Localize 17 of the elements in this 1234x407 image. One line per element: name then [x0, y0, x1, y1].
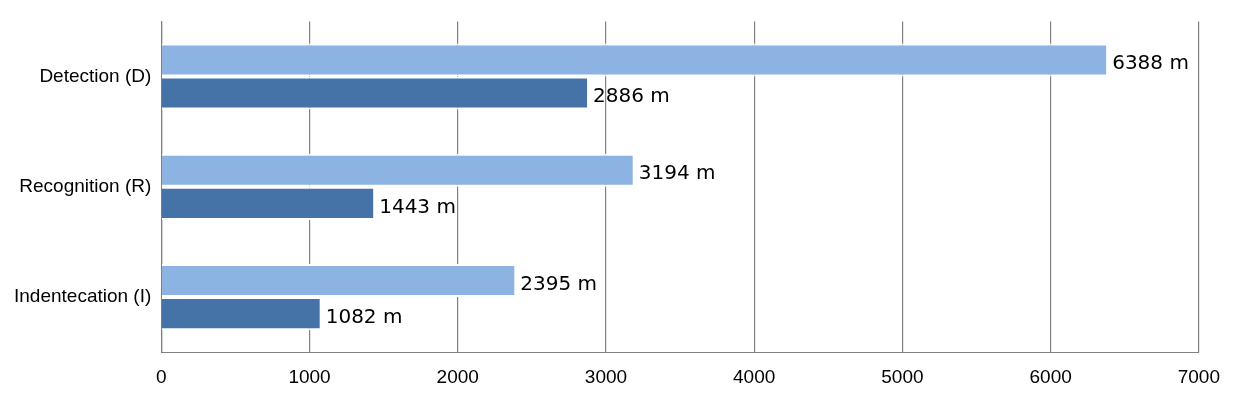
data-label: 6388 m [1112, 50, 1189, 75]
y-tick-label: Recognition (R) [19, 175, 152, 197]
x-tick-label: 4000 [733, 365, 776, 387]
x-tick-label: 1000 [288, 365, 331, 387]
x-tick-label: 3000 [584, 365, 628, 387]
data-label: 1443 m [379, 193, 456, 218]
x-tick-label: 2000 [436, 365, 479, 387]
y-tick-label: Indentecation (I) [13, 285, 152, 307]
data-label: 1082 m [325, 303, 403, 328]
x-tick-label: 0 [156, 365, 167, 387]
data-label: 3194 m [638, 160, 716, 185]
x-tick-label: 5000 [881, 365, 924, 387]
y-tick-label: Detection (D) [39, 64, 152, 86]
data-label: 2395 m [520, 270, 598, 295]
x-tick-label: 6000 [1029, 365, 1072, 387]
x-tick-label: 7000 [1177, 365, 1221, 387]
data-label: 2886 m [593, 83, 670, 108]
